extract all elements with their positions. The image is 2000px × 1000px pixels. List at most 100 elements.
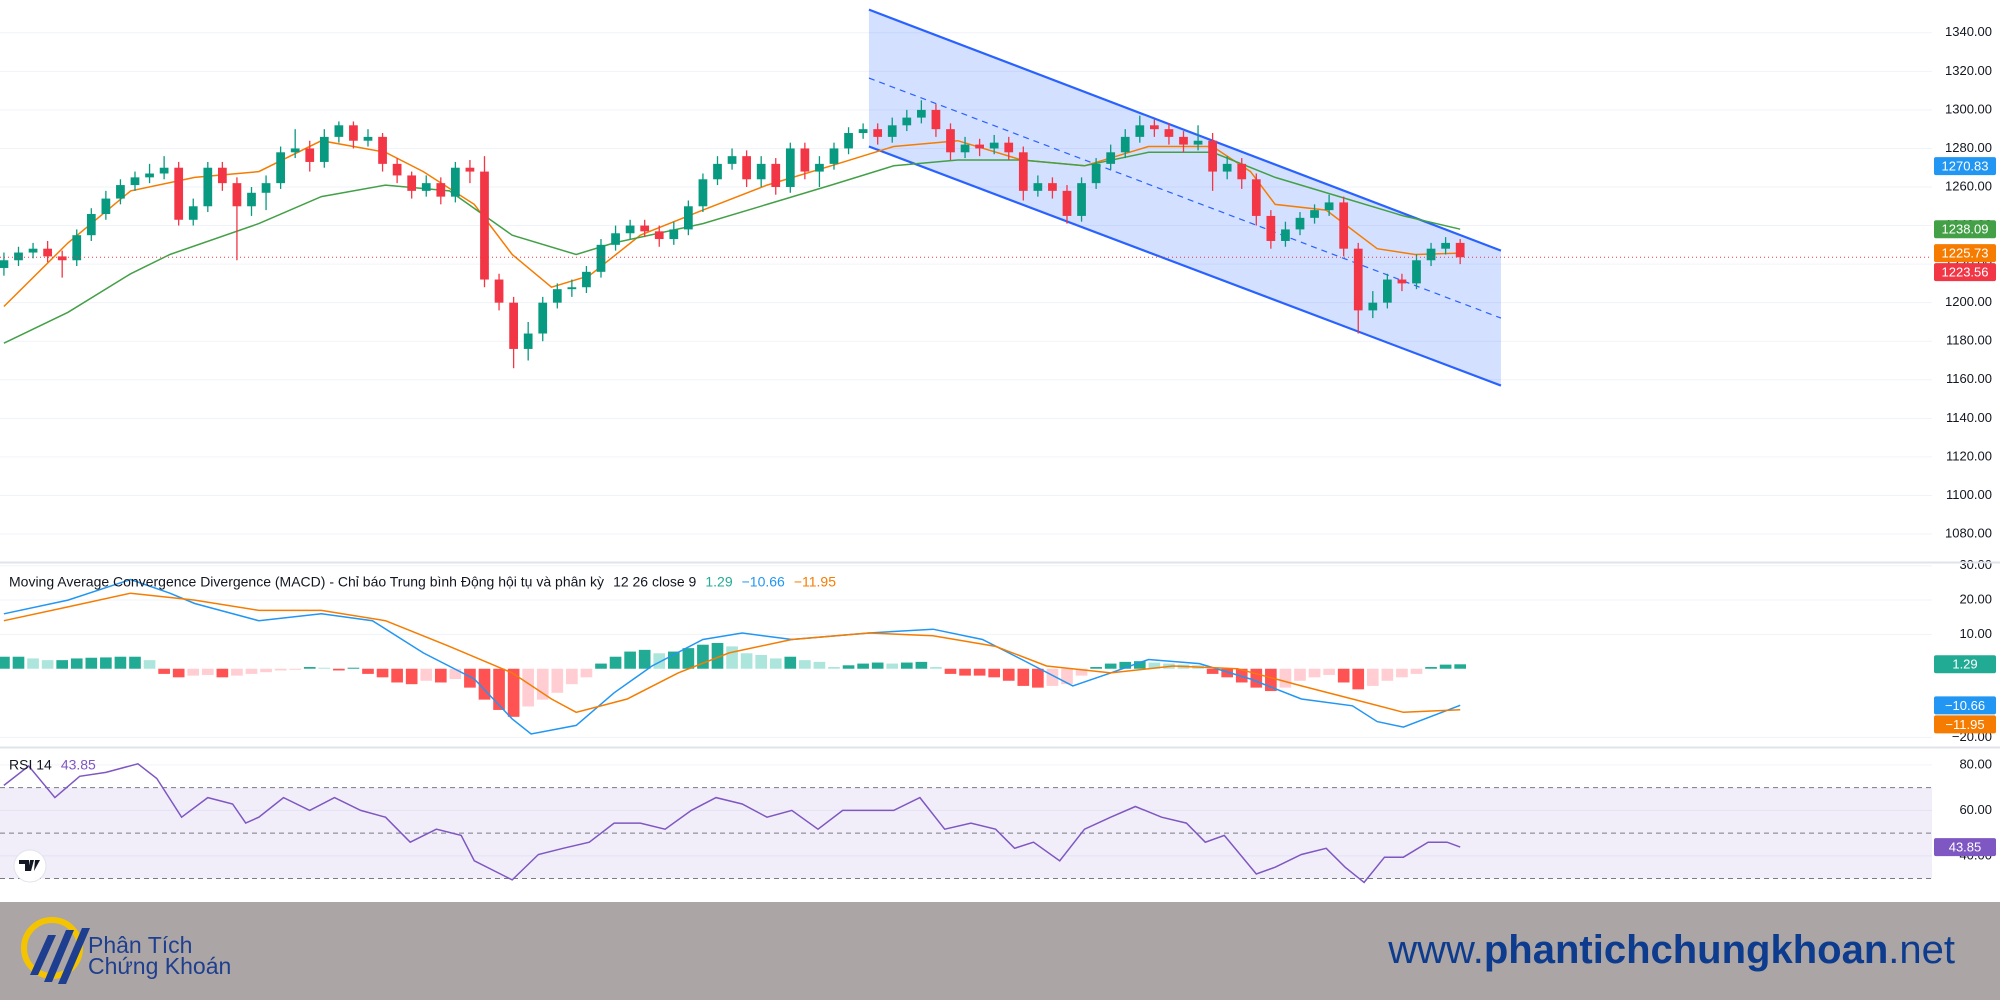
histogram-bar xyxy=(609,656,622,669)
candle-body xyxy=(14,252,23,261)
histogram-bar xyxy=(813,661,826,669)
candle-body xyxy=(1368,302,1378,311)
histogram-bar xyxy=(828,667,840,669)
histogram-bar xyxy=(726,646,738,669)
candle-body xyxy=(1397,279,1407,284)
histogram-bar xyxy=(85,657,98,669)
histogram-bar xyxy=(566,668,578,685)
histogram-bar xyxy=(1002,668,1015,681)
candle-body xyxy=(217,167,227,184)
histogram-bar xyxy=(1250,668,1263,688)
brand-line: Phân Tích xyxy=(88,932,192,958)
moving-average xyxy=(3,139,1461,308)
candle-body xyxy=(800,148,810,172)
histogram-bar xyxy=(1323,668,1335,675)
candle-body xyxy=(552,289,562,303)
legend-text: Moving Average Convergence Divergence (M… xyxy=(9,574,604,590)
candle-body xyxy=(713,163,722,180)
candle-body xyxy=(232,183,242,207)
histogram-bar xyxy=(682,648,695,669)
candle-body xyxy=(480,171,489,280)
histogram-bar xyxy=(41,660,54,669)
candle-body xyxy=(785,148,795,187)
logo-glyph xyxy=(19,860,40,871)
pane xyxy=(0,565,1932,738)
candle-body xyxy=(946,129,955,153)
histogram-bar xyxy=(595,663,607,669)
histogram-bar xyxy=(1133,661,1146,669)
candle-body xyxy=(538,302,548,334)
histogram-bar xyxy=(216,668,229,678)
histogram-bar xyxy=(784,656,797,669)
candle-body xyxy=(305,148,315,162)
histogram-bar xyxy=(944,668,957,674)
candle-body xyxy=(0,260,9,268)
candle-body xyxy=(596,244,606,272)
axis-badge-label: 1225.73 xyxy=(1942,246,1989,261)
candle-body xyxy=(960,144,970,153)
website-part: .net xyxy=(1888,928,1955,972)
histogram-bar xyxy=(100,657,112,669)
candle-body xyxy=(1339,202,1349,249)
histogram-bar xyxy=(1294,668,1306,681)
candle-body xyxy=(625,225,635,234)
histogram-bar xyxy=(551,668,564,693)
candle-body xyxy=(1455,242,1465,258)
histogram-bar xyxy=(1352,668,1365,690)
axis-badge xyxy=(1934,696,1996,715)
candle-body xyxy=(465,167,475,172)
candle-body xyxy=(1208,140,1217,172)
pane xyxy=(0,762,1932,884)
y-tick-label: 1180.00 xyxy=(1946,333,1992,348)
candle-body xyxy=(523,333,533,349)
histogram-bar xyxy=(172,668,185,678)
legend-text: 12 26 close 9 xyxy=(613,574,696,590)
legend-text: 1.29 xyxy=(705,574,732,590)
legend-text: −11.95 xyxy=(794,574,836,590)
candle-body xyxy=(363,136,373,141)
candle-body xyxy=(188,206,198,220)
histogram-bar xyxy=(1337,668,1350,683)
histogram-bar xyxy=(740,653,753,669)
histogram-bar xyxy=(973,668,986,676)
histogram-bar xyxy=(769,658,782,669)
footer-bar xyxy=(0,902,2000,1000)
candle-body xyxy=(1077,183,1086,216)
histogram-bar xyxy=(1396,668,1408,678)
histogram-bar xyxy=(1090,667,1102,669)
candle-body xyxy=(640,225,650,232)
y-tick-label: 1280.00 xyxy=(1945,140,1992,155)
candle-body xyxy=(43,248,52,257)
histogram-bar xyxy=(362,668,374,674)
moving-average xyxy=(3,151,1461,344)
pane xyxy=(0,8,1932,535)
candle-body xyxy=(334,125,344,137)
candle-body xyxy=(436,183,446,197)
y-tick-label: 1320.00 xyxy=(1945,63,1992,78)
histogram-bar xyxy=(1032,668,1044,688)
candle-body xyxy=(407,175,417,191)
panes: 1080.00 1100.00 1120.00 1140.00 1160.00 1180.… xyxy=(0,8,1996,884)
axis-badge xyxy=(1934,244,1996,263)
histogram-bar xyxy=(129,656,141,669)
channel-lower xyxy=(868,145,1502,387)
candle-body xyxy=(421,183,431,191)
histogram-bar xyxy=(799,660,811,669)
histogram-bar xyxy=(274,668,287,671)
axis-badge xyxy=(1934,157,1996,176)
candle-body xyxy=(844,133,853,149)
brand-line: Chứng Khoán xyxy=(88,953,231,979)
legend-text: RSI 14 xyxy=(9,757,52,773)
histogram-bar xyxy=(1148,662,1161,669)
histogram-bar xyxy=(653,653,666,669)
histogram-bar xyxy=(1206,668,1219,674)
axis-badge-label: 1.29 xyxy=(1952,657,1977,672)
histogram-bar xyxy=(260,668,272,673)
candle-body xyxy=(116,185,125,199)
candle-body xyxy=(815,163,824,172)
histogram-bar xyxy=(114,656,127,669)
histogram-bar xyxy=(711,642,724,669)
candle-body xyxy=(1018,152,1028,191)
candle-body xyxy=(611,233,620,245)
